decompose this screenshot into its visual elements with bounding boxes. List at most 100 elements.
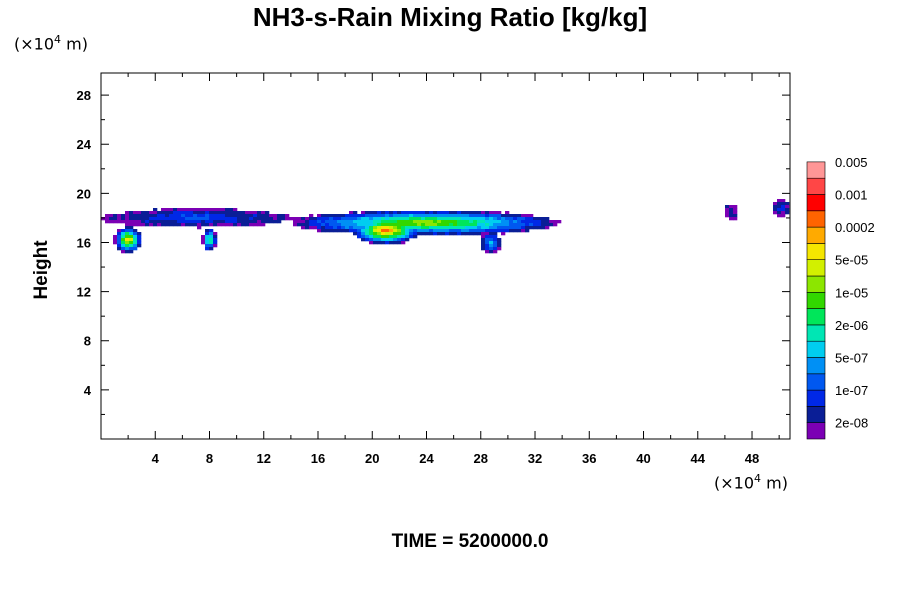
heatmap-cell — [441, 232, 446, 236]
heatmap-cell — [385, 214, 390, 218]
x-tick-label: 48 — [745, 451, 759, 466]
heatmap-cell — [369, 220, 374, 224]
heatmap-cell — [217, 220, 222, 224]
heatmap-cell — [317, 223, 322, 227]
heatmap-cell — [481, 223, 486, 227]
heatmap-cell — [113, 235, 118, 239]
heatmap-cell — [273, 217, 278, 221]
heatmap-cell — [389, 232, 394, 236]
heatmap-cell — [389, 229, 394, 233]
heatmap-cell — [513, 229, 518, 233]
heatmap-cell — [165, 220, 170, 224]
heatmap-cell — [489, 232, 494, 236]
heatmap-cell — [421, 211, 426, 215]
heatmap-cell — [457, 229, 462, 233]
heatmap-cell — [321, 223, 326, 227]
heatmap-cell — [385, 232, 390, 236]
heatmap-cell — [125, 217, 130, 221]
heatmap-cell — [437, 211, 442, 215]
heatmap-cell — [489, 226, 494, 230]
heatmap-cell — [225, 217, 230, 221]
heatmap-cell — [145, 211, 150, 215]
plot-frame — [100, 72, 791, 440]
heatmap-cell — [501, 214, 506, 218]
heatmap-cell — [133, 244, 138, 248]
heatmap-cell — [301, 220, 306, 224]
heatmap-cell — [545, 217, 550, 221]
heatmap-cell — [337, 223, 342, 227]
heatmap-cell — [193, 223, 198, 227]
heatmap-cell — [125, 232, 130, 236]
heatmap-cell — [157, 217, 162, 221]
heatmap-cell — [349, 211, 354, 215]
heatmap-cell — [485, 241, 490, 245]
heatmap-cell — [477, 232, 482, 236]
heatmap-cell — [105, 220, 110, 224]
heatmap-cell — [333, 220, 338, 224]
heatmap-cell — [781, 211, 786, 215]
heatmap-cell — [157, 211, 162, 215]
heatmap-cell — [733, 211, 738, 215]
heatmap-cell — [137, 238, 142, 242]
colorbar-label: 5e-07 — [835, 351, 868, 366]
heatmap-cell — [321, 220, 326, 224]
heatmap-cell — [493, 223, 498, 227]
heatmap-cell — [457, 211, 462, 215]
heatmap-cell — [393, 232, 398, 236]
heatmap-cell — [777, 208, 782, 212]
heatmap-cell — [429, 229, 434, 233]
heatmap-cell — [381, 232, 386, 236]
heatmap-cell — [113, 241, 118, 245]
heatmap-cell — [365, 229, 370, 233]
heatmap-cell — [529, 223, 534, 227]
heatmap-cell — [121, 235, 126, 239]
heatmap-cell — [541, 220, 546, 224]
heatmap-cell — [133, 238, 138, 242]
heatmap-cell — [413, 229, 418, 233]
heatmap-cell — [181, 208, 186, 212]
heatmap-cell — [377, 220, 382, 224]
heatmap-cell — [417, 217, 422, 221]
heatmap-cell — [253, 217, 258, 221]
heatmap-cell — [413, 232, 418, 236]
heatmap-cell — [389, 211, 394, 215]
heatmap-cell — [485, 229, 490, 233]
heatmap-cell — [453, 211, 458, 215]
heatmap-cell — [117, 220, 122, 224]
heatmap-cell — [125, 250, 130, 254]
heatmap-cell — [365, 223, 370, 227]
heatmap-cell — [393, 211, 398, 215]
heatmap-cell — [473, 223, 478, 227]
heatmap-cell — [537, 223, 542, 227]
heatmap-cell — [401, 217, 406, 221]
y-tick-label: 28 — [77, 88, 91, 103]
heatmap-cell — [213, 214, 218, 218]
heatmap-cell — [201, 223, 206, 227]
heatmap-cell — [125, 211, 130, 215]
heatmap-cell — [185, 223, 190, 227]
heatmap-cell — [417, 211, 422, 215]
heatmap-cell — [341, 214, 346, 218]
heatmap-cell — [485, 220, 490, 224]
heatmap-cell — [153, 214, 158, 218]
heatmap-cell — [481, 244, 486, 248]
heatmap-cell — [261, 214, 266, 218]
heatmap-cell — [137, 241, 142, 245]
heatmap-cell — [505, 214, 510, 218]
heatmap-cell — [337, 214, 342, 218]
heatmap-cell — [381, 211, 386, 215]
heatmap-cell — [445, 217, 450, 221]
heatmap-cell — [377, 226, 382, 230]
heatmap-cell — [145, 217, 150, 221]
heatmap-cell — [121, 229, 126, 233]
heatmap-cell — [349, 229, 354, 233]
heatmap-cell — [481, 214, 486, 218]
heatmap-cell — [157, 214, 162, 218]
heatmap-cell — [129, 235, 134, 239]
heatmap-cell — [209, 244, 214, 248]
heatmap-cell — [153, 208, 158, 212]
heatmap-cell — [493, 214, 498, 218]
heatmap-cell — [529, 217, 534, 221]
heatmap-cell — [389, 235, 394, 239]
heatmap-cell — [409, 214, 414, 218]
